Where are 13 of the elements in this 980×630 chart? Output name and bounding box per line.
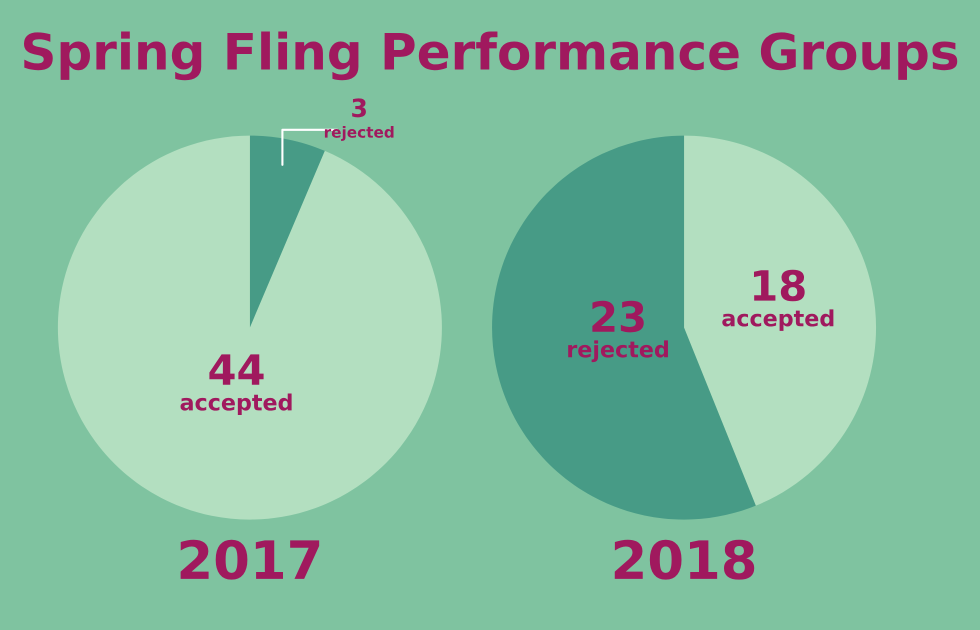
text: 2018 xyxy=(614,540,754,580)
slice-label: accepted xyxy=(180,393,292,415)
text: 2017 xyxy=(180,540,320,580)
chart-title: Spring Fling Performance Groups xyxy=(24,32,958,80)
slice-label: rejected xyxy=(568,340,668,362)
pie-slice xyxy=(250,136,325,328)
slice-label: rejected xyxy=(324,126,394,141)
data-label: 44 xyxy=(209,354,264,385)
slice-label: accepted xyxy=(722,309,834,331)
pie-slice xyxy=(684,136,876,506)
data-label: 18 xyxy=(754,270,805,302)
data-label: 3 xyxy=(352,98,366,118)
data-label: 23 xyxy=(592,300,644,332)
